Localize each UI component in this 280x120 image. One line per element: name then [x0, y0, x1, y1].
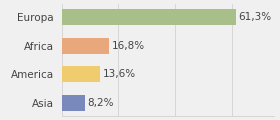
Text: 61,3%: 61,3%: [238, 12, 271, 22]
Text: 8,2%: 8,2%: [87, 98, 114, 108]
Bar: [62, 9, 235, 25]
Bar: [62, 95, 85, 111]
Bar: [62, 38, 109, 54]
Text: 13,6%: 13,6%: [102, 69, 136, 79]
Bar: [62, 66, 100, 82]
Text: 16,8%: 16,8%: [111, 41, 145, 51]
